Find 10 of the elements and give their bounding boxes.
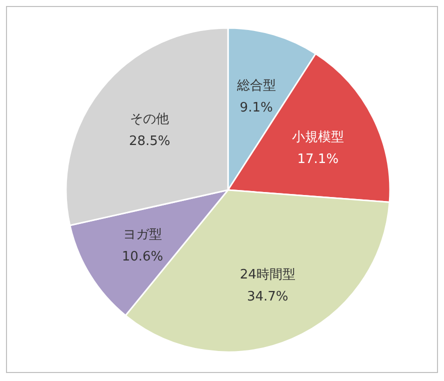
slice-label: 24時間型: [240, 267, 296, 282]
slice-label: ヨガ型: [123, 228, 162, 243]
data-label: 17.1%: [297, 152, 339, 168]
slice-label: 小規模型: [292, 130, 344, 146]
data-label: 28.5%: [128, 134, 170, 150]
data-label: 9.1%: [240, 100, 273, 116]
data-label: 10.6%: [122, 250, 164, 265]
data-label: 34.7%: [246, 289, 288, 304]
slice-label: その他: [130, 112, 170, 128]
slice-label: 総合型: [236, 78, 276, 94]
